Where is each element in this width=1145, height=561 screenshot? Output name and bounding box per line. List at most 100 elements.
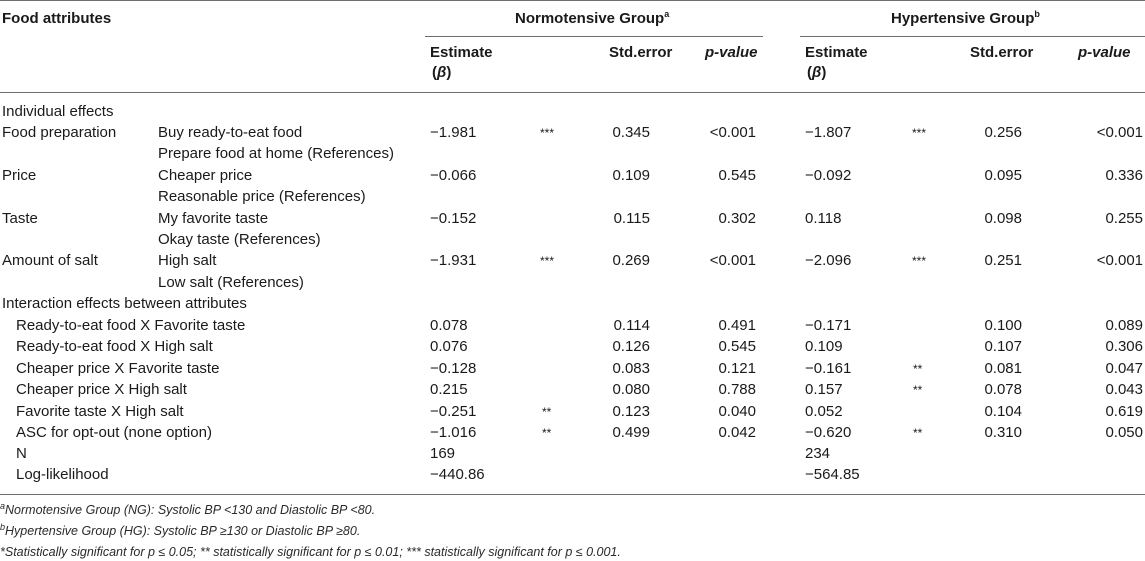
header-ng-p-value: p-value — [705, 44, 758, 61]
interaction-label: Cheaper price X Favorite taste — [16, 359, 220, 377]
level-label: Okay taste (References) — [158, 231, 321, 248]
footnote-a: aNormotensive Group (NG): Systolic BP <1… — [0, 500, 376, 517]
header-hg-estimate: Estimate — [805, 44, 868, 61]
section-individual-effects: Individual effects — [2, 103, 114, 120]
ng-std-error: 0.126 — [612, 338, 650, 356]
ng-significance: ** — [542, 404, 552, 419]
summary-label: N — [16, 445, 27, 462]
summary-label: Log-likelihood — [16, 466, 109, 484]
hg-significance: *** — [912, 254, 927, 269]
ng-summary-value: −440.86 — [430, 466, 485, 484]
ng-estimate: −1.931 — [430, 252, 477, 270]
hg-estimate: −0.161 — [805, 359, 852, 377]
ng-std-error: 0.109 — [612, 166, 650, 184]
hg-std-error: 0.100 — [984, 317, 1022, 334]
ng-estimate: −0.251 — [430, 402, 477, 420]
hg-std-error: 0.251 — [984, 252, 1022, 270]
ng-estimate: −0.152 — [430, 209, 477, 227]
normotensive-group-rule — [425, 36, 763, 37]
hg-estimate: 0.157 — [805, 381, 843, 399]
ng-estimate: −1.981 — [430, 124, 477, 141]
ng-summary-value: 169 — [430, 445, 456, 462]
hg-p-value: 0.043 — [1105, 381, 1143, 399]
ng-std-error: 0.080 — [612, 381, 650, 399]
ng-std-error: 0.269 — [612, 252, 650, 270]
ng-p-value: 0.040 — [718, 402, 756, 420]
ng-estimate: 0.076 — [430, 338, 468, 356]
table-bottom-rule — [0, 494, 1145, 495]
hg-p-value: 0.306 — [1105, 338, 1143, 356]
interaction-label: Ready-to-eat food X Favorite taste — [16, 317, 246, 334]
hg-estimate: 0.118 — [805, 209, 842, 227]
hg-p-value: 0.336 — [1105, 166, 1143, 184]
hg-estimate: −1.807 — [805, 124, 852, 141]
hg-estimate: −2.096 — [805, 252, 852, 270]
attribute-label: Food preparation — [2, 124, 117, 141]
level-label: Prepare food at home (References) — [158, 145, 394, 163]
hypertensive-group-rule — [800, 36, 1145, 37]
hg-estimate: −0.092 — [805, 166, 852, 184]
ng-estimate: 0.215 — [430, 381, 468, 399]
ng-p-value: 0.121 — [718, 359, 756, 377]
hg-std-error: 0.081 — [984, 359, 1022, 377]
hg-std-error: 0.256 — [984, 124, 1022, 141]
ng-p-value: 0.545 — [718, 338, 756, 356]
header-normotensive-group: Normotensive Groupa — [515, 9, 670, 28]
hg-p-value: <0.001 — [1096, 252, 1143, 270]
ng-std-error: 0.083 — [612, 359, 650, 377]
ng-p-value: <0.001 — [709, 252, 756, 270]
hg-estimate: −0.620 — [805, 424, 852, 441]
interaction-label: ASC for opt-out (none option) — [16, 424, 212, 441]
hg-std-error: 0.107 — [984, 338, 1022, 356]
ng-std-error: 0.114 — [613, 317, 650, 334]
ng-p-value: 0.491 — [718, 317, 756, 334]
header-ng-beta: (β) — [432, 64, 452, 81]
level-label: My favorite taste — [158, 209, 269, 227]
ng-estimate: −0.128 — [430, 359, 477, 377]
ng-p-value: 0.545 — [718, 166, 756, 184]
level-label: Buy ready-to-eat food — [158, 124, 303, 141]
footnote-significance: *Statistically significant for p ≤ 0.05;… — [0, 545, 621, 559]
hg-p-value: 0.047 — [1105, 359, 1143, 377]
hg-estimate: −0.171 — [805, 317, 852, 334]
ng-std-error: 0.115 — [613, 209, 650, 227]
ng-significance: *** — [540, 254, 555, 269]
hg-std-error: 0.078 — [984, 381, 1022, 399]
ng-estimate: −1.016 — [430, 424, 477, 441]
ng-p-value: 0.042 — [718, 424, 756, 441]
header-ng-std-error: Std.error — [609, 44, 673, 61]
level-label: Low salt (References) — [158, 273, 304, 291]
hg-significance: ** — [913, 361, 923, 376]
ng-std-error: 0.345 — [612, 124, 650, 141]
ng-p-value: 0.788 — [718, 381, 756, 399]
top-rule — [0, 0, 1145, 1]
ng-estimate: 0.078 — [430, 317, 468, 334]
hg-std-error: 0.095 — [984, 166, 1022, 184]
hg-estimate: 0.109 — [805, 338, 843, 356]
header-ng-estimate: Estimate — [430, 44, 493, 61]
section-interaction-effects: Interaction effects between attributes — [2, 295, 247, 312]
ng-p-value: <0.001 — [709, 124, 756, 141]
hg-p-value: <0.001 — [1096, 124, 1143, 141]
ng-significance: ** — [542, 426, 552, 440]
hg-p-value: 0.089 — [1105, 317, 1143, 334]
hg-p-value: 0.255 — [1105, 209, 1143, 227]
hg-significance: ** — [913, 426, 923, 440]
header-food-attributes: Food attributes — [2, 10, 112, 27]
interaction-label: Ready-to-eat food X High salt — [16, 338, 213, 356]
hg-p-value: 0.050 — [1105, 424, 1143, 441]
hg-estimate: 0.052 — [805, 402, 843, 420]
interaction-label: Cheaper price X High salt — [16, 381, 187, 399]
hg-summary-value: 234 — [805, 445, 831, 462]
attribute-label: Amount of salt — [2, 252, 98, 270]
level-label: Cheaper price — [158, 166, 253, 184]
hg-significance: ** — [913, 383, 923, 398]
hg-significance: *** — [912, 126, 927, 140]
hg-std-error: 0.310 — [984, 424, 1022, 441]
interaction-label: Favorite taste X High salt — [16, 402, 184, 420]
header-bottom-rule — [0, 92, 1145, 93]
header-hg-beta: (β) — [807, 64, 827, 81]
header-hypertensive-group: Hypertensive Groupb — [891, 9, 1040, 28]
header-hg-p-value: p-value — [1078, 44, 1131, 61]
ng-significance: *** — [540, 126, 555, 140]
